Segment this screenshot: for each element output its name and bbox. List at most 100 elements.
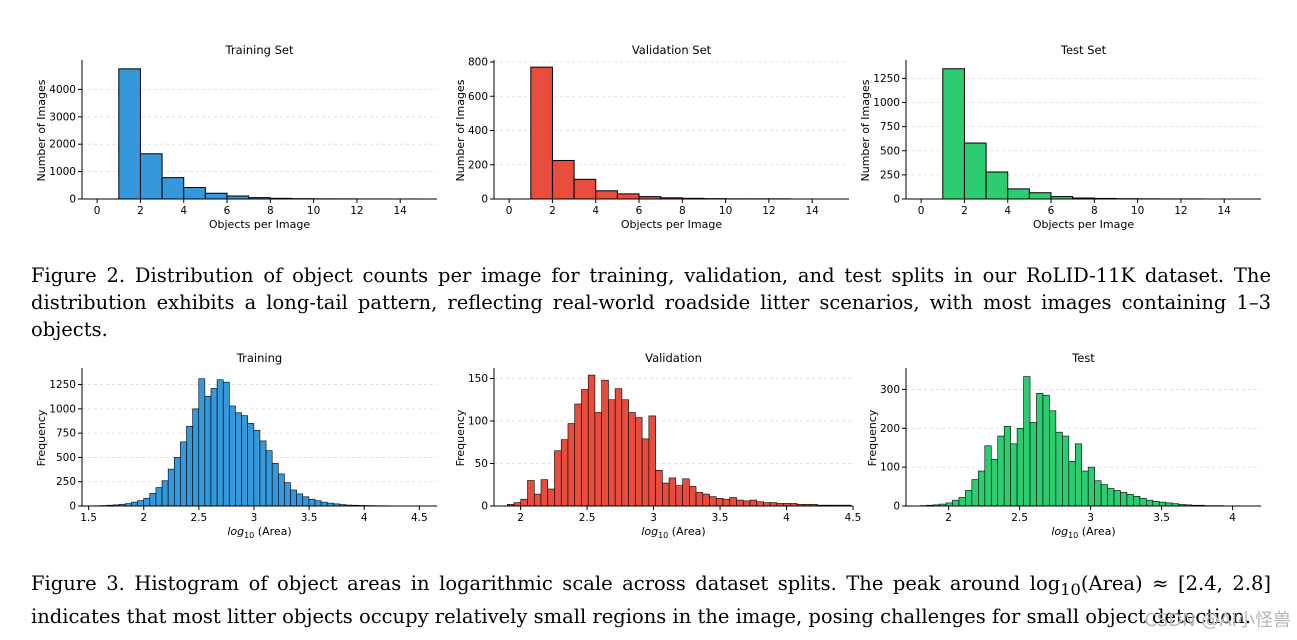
histogram-bar — [533, 493, 542, 507]
histogram-bar — [137, 500, 144, 507]
x-tick-label: 4.5 — [411, 512, 428, 524]
histogram-bar — [259, 440, 267, 507]
histogram-bar — [547, 488, 555, 507]
y-tick-label: 0 — [893, 194, 900, 206]
histogram-bar — [1146, 499, 1154, 507]
y-tick-label: 500 — [880, 145, 900, 157]
histogram-bar — [1074, 443, 1083, 507]
histogram-bar — [573, 178, 597, 200]
histogram-bar — [302, 496, 310, 507]
histogram-bar — [952, 499, 960, 507]
x-tick-label: 6 — [1048, 205, 1055, 217]
histogram-bar — [621, 399, 629, 507]
histogram-bar — [567, 423, 576, 507]
y-tick-label: 0 — [893, 501, 900, 513]
x-tick-label: 14 — [806, 205, 820, 217]
histogram-bar — [520, 498, 528, 507]
x-tick-label: 3.5 — [1153, 512, 1170, 524]
histogram-bar — [161, 177, 185, 200]
histogram-bar — [1120, 492, 1128, 507]
histogram-bar — [1062, 435, 1070, 507]
histogram-bar — [574, 403, 582, 507]
y-axis-label: Number of Images — [454, 79, 467, 181]
x-tick-label: 3.5 — [301, 512, 318, 524]
x-axis-label: log10 (Area) — [227, 525, 291, 538]
histogram-bar — [587, 374, 596, 507]
x-tick-label: 0 — [918, 205, 925, 217]
histogram-bar — [139, 153, 163, 200]
chart-validation-area: 0 50 100 150 2 2.5 3 3.5 4 4.5 Validation log10 (Ar… — [454, 351, 861, 538]
x-tick-label: 2 — [517, 512, 524, 524]
histogram-bar — [668, 477, 677, 507]
x-tick-label: 3 — [650, 512, 657, 524]
histogram-bar — [997, 435, 1005, 507]
y-tick-label: 400 — [468, 125, 488, 137]
x-tick-label: 2 — [945, 512, 952, 524]
histogram-bar — [1016, 427, 1024, 507]
chart-test-area: 0 100 200 300 2 2.5 3 3.5 4 Test log10 (Area) Frequ… — [866, 351, 1261, 538]
histogram-bar — [155, 487, 163, 507]
x-tick-label: 1.5 — [80, 512, 97, 524]
histogram-bar — [308, 498, 316, 507]
histogram-bar — [965, 490, 973, 507]
x-tick-label: 2 — [137, 205, 144, 217]
histogram-bar — [1158, 501, 1167, 507]
y-tick-label: 1000 — [49, 166, 76, 178]
x-tick-label: 8 — [679, 205, 686, 217]
histogram-bar — [1049, 410, 1057, 507]
histogram-bar — [1010, 443, 1018, 507]
histogram-bar — [271, 462, 279, 507]
histogram-bar — [277, 473, 285, 507]
histogram-bar — [1139, 497, 1147, 507]
histogram-bar — [736, 499, 744, 507]
chart-training-area: 0 250 500 750 1000 1250 1.5 2 2.5 3 3.5 4 4.5 Trainin… — [35, 351, 437, 538]
chart-title: Test — [1071, 351, 1095, 365]
histogram-bar — [149, 493, 157, 507]
figure-3-caption: Figure 3. Histogram of object areas in l… — [31, 570, 1271, 630]
x-tick-label: 3 — [1087, 512, 1094, 524]
x-tick-label: 2.5 — [191, 512, 208, 524]
histogram-bar — [1068, 461, 1076, 507]
histogram-bar — [594, 412, 602, 507]
histogram-bar — [1003, 426, 1011, 507]
histogram-bar — [1126, 494, 1134, 507]
histogram-bar — [527, 480, 535, 507]
histogram-bar — [192, 408, 200, 507]
histogram-bar — [581, 389, 589, 507]
histogram-bar — [963, 142, 987, 200]
chart-validation-set: 0 200 400 600 800 0 2 4 6 8 10 12 14 Validation Set Ob… — [454, 43, 849, 231]
histogram-bar — [722, 498, 731, 507]
histogram-bar — [742, 500, 751, 507]
y-tick-label: 100 — [880, 462, 900, 474]
histogram-bar — [210, 388, 218, 507]
figure-2-caption: Figure 2. Distribution of object counts … — [31, 264, 1271, 341]
histogram-bar — [641, 438, 650, 507]
chart-title: Test Set — [1060, 43, 1107, 57]
x-tick-label: 0 — [506, 205, 513, 217]
histogram-bar — [769, 502, 778, 507]
y-tick-label: 750 — [880, 121, 900, 133]
x-tick-label: 4 — [1229, 512, 1236, 524]
y-tick-label: 600 — [468, 91, 488, 103]
histogram-bar — [131, 501, 138, 507]
y-tick-label: 800 — [468, 57, 488, 69]
histogram-bar — [675, 485, 683, 507]
x-tick-label: 14 — [1218, 205, 1232, 217]
histogram-bar — [614, 388, 623, 507]
x-tick-label: 10 — [1131, 205, 1144, 217]
histogram-bar — [1107, 488, 1115, 507]
x-tick-label: 12 — [1174, 205, 1187, 217]
y-tick-label: 4000 — [49, 84, 76, 96]
y-axis-label: Frequency — [35, 409, 48, 466]
watermark: CSDN @AI小怪兽 — [1144, 610, 1291, 631]
y-tick-label: 0 — [481, 194, 488, 206]
histogram-bar — [1152, 501, 1160, 507]
histogram-bar — [749, 499, 758, 507]
histogram-bar — [1133, 495, 1141, 507]
histogram-bar — [695, 492, 704, 507]
y-tick-label: 250 — [880, 169, 900, 181]
chart-title: Validation Set — [632, 43, 712, 57]
y-tick-label: 50 — [475, 458, 488, 470]
histogram-bar — [608, 399, 616, 507]
